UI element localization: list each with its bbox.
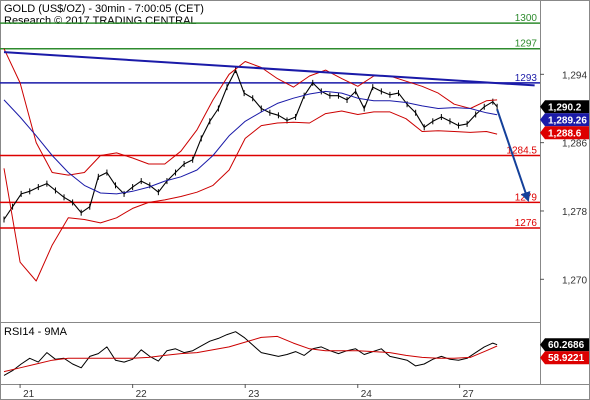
x-tick-label: 23 bbox=[248, 389, 260, 400]
rsi-tag-label: 58.9221 bbox=[548, 353, 585, 364]
rsi-tag-label: 60.2686 bbox=[548, 340, 585, 351]
series-bollinger-lower bbox=[3, 110, 498, 282]
x-tick-label: 27 bbox=[463, 389, 475, 400]
series-layer bbox=[3, 48, 498, 282]
chart-title: GOLD (US$/OZ) - 30min - 7:00:05 (CET) bbox=[4, 3, 204, 15]
price-tag-label: 1,289.26 bbox=[548, 115, 587, 126]
rsi-layer bbox=[3, 331, 498, 376]
price-tag-bg bbox=[540, 100, 589, 114]
price-tag-bg bbox=[540, 113, 589, 127]
forecast-arrow bbox=[496, 109, 531, 203]
y-tick-label: 1,270 bbox=[562, 275, 587, 286]
series-bollinger-upper bbox=[3, 48, 498, 176]
overlay-layer bbox=[3, 51, 535, 203]
value-tags: 1,290.2 1,289.26 1,288.6 bbox=[540, 100, 589, 140]
y-tick-label: 1,278 bbox=[562, 207, 587, 218]
rsi-tag-bg bbox=[540, 338, 589, 352]
series-rsi-ma bbox=[3, 335, 498, 373]
y-tick-label: 1,294 bbox=[562, 70, 587, 81]
rsi-tag-bg bbox=[540, 351, 589, 365]
price-tag-bg bbox=[540, 126, 589, 140]
level-label-1300: 1300 bbox=[515, 13, 538, 24]
rsi-panel-label: RSI14 - 9MA bbox=[4, 326, 68, 338]
downtrend-line bbox=[3, 51, 535, 87]
price-axis: 1,270 1,278 1,286 1,294 bbox=[540, 70, 587, 286]
chart-source: Research © 2017 TRADING CENTRAL bbox=[4, 15, 197, 27]
x-tick-label: 24 bbox=[361, 389, 373, 400]
time-axis: 21 22 23 24 27 bbox=[19, 384, 475, 400]
level-label-1297: 1297 bbox=[515, 39, 538, 50]
price-tag-label: 1,290.2 bbox=[548, 102, 582, 113]
price-tag-label: 1,288.6 bbox=[548, 128, 582, 139]
series-ma bbox=[3, 90, 498, 195]
rsi-value-tags: 60.2686 58.9221 bbox=[540, 338, 589, 365]
level-label-1276: 1276 bbox=[515, 218, 538, 229]
x-tick-label: 21 bbox=[23, 389, 35, 400]
level-label-1293: 1293 bbox=[515, 73, 538, 84]
series-rsi bbox=[3, 331, 498, 376]
y-tick-label: 1,286 bbox=[562, 139, 587, 150]
x-tick-label: 22 bbox=[136, 389, 148, 400]
level-label-1284.5: 1284.5 bbox=[506, 145, 537, 156]
